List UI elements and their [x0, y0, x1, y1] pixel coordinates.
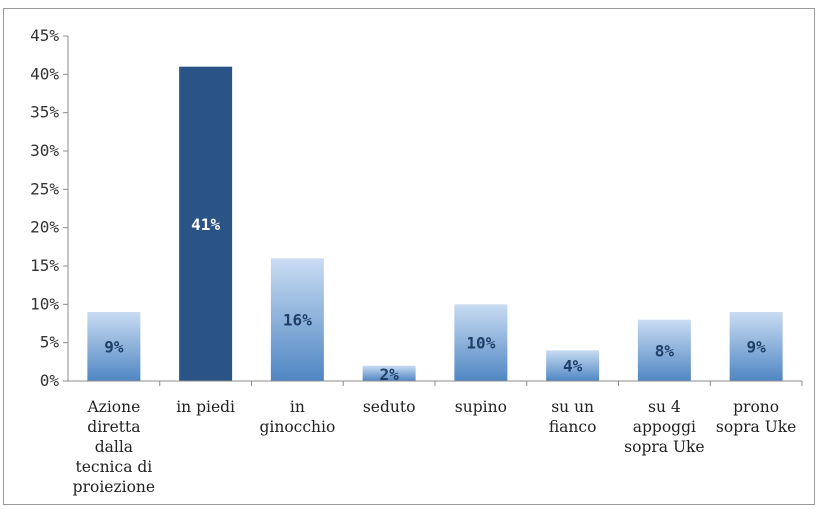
- bar-2: [179, 66, 233, 381]
- x-tick-label-line: in piedi: [176, 398, 235, 416]
- x-tick-label-line: fianco: [549, 418, 597, 436]
- bar-3: [270, 258, 324, 381]
- bar-chart: 0% 5% 10% 15% 20% 25% 30% 35% 40% 45% 9% 41% 16% 2% 1…: [30, 26, 803, 496]
- bar-4: [362, 365, 416, 381]
- bar-1: [87, 312, 141, 381]
- y-tick-label: 45%: [30, 26, 59, 45]
- x-tick-label: su 4 appoggi sopra Uke: [624, 398, 704, 456]
- x-tick-label: in piedi: [176, 398, 235, 416]
- y-tick-label: 5%: [40, 333, 60, 352]
- y-tick-label: 0%: [40, 371, 60, 390]
- x-tick-label-line: dalla: [95, 438, 133, 456]
- x-tick-label-line: in: [290, 398, 305, 416]
- x-tick-label: su un fianco: [549, 398, 597, 436]
- x-tick-label: prono sopra Uke: [716, 398, 796, 436]
- bar-7: [637, 319, 691, 381]
- data-label: 9%: [746, 338, 766, 357]
- bar-6: [546, 350, 600, 381]
- bars: 9% 41% 16% 2% 10% 4% 8% 9%: [87, 66, 783, 384]
- x-tick-label-line: proiezione: [73, 478, 155, 496]
- x-tick-label-line: ginocchio: [259, 418, 335, 436]
- x-tick-label-line: tecnica di: [75, 458, 152, 476]
- y-tick-label: 40%: [30, 64, 59, 83]
- x-tick-label-line: supino: [455, 398, 507, 416]
- x-tick-label-line: Azione: [86, 398, 140, 416]
- y-tick-label: 10%: [30, 294, 59, 313]
- x-tick-label-line: sopra Uke: [716, 418, 796, 436]
- data-label: 10%: [466, 334, 495, 353]
- x-tick-label-line: appoggi: [633, 418, 696, 436]
- x-tick-label: Azione diretta dalla tecnica di proiezione: [73, 398, 155, 496]
- chart-frame: 0% 5% 10% 15% 20% 25% 30% 35% 40% 45% 9% 41% 16% 2% 1…: [3, 8, 815, 505]
- x-tick-label-line: sopra Uke: [624, 438, 704, 456]
- x-tick-label-line: su un: [551, 398, 594, 416]
- x-tick-label-line: su 4: [648, 398, 681, 416]
- data-label: 16%: [283, 311, 312, 330]
- data-label: 8%: [655, 341, 675, 360]
- x-tick-label: in ginocchio: [259, 398, 335, 436]
- y-tick-label: 30%: [30, 141, 59, 160]
- x-tick-label-line: seduto: [363, 398, 416, 416]
- data-label: 4%: [563, 357, 583, 376]
- x-tick-label-line: prono: [733, 398, 779, 416]
- x-tick-label: supino: [455, 398, 507, 416]
- y-tick-label: 20%: [30, 218, 59, 237]
- data-label: 41%: [191, 215, 220, 234]
- y-tick-label: 35%: [30, 103, 59, 122]
- y-tick-label: 15%: [30, 256, 59, 275]
- x-axis: Azione diretta dalla tecnica di proiezione in…: [68, 380, 803, 496]
- data-label: 2%: [379, 365, 399, 384]
- bar-8: [729, 312, 783, 381]
- bar-5: [454, 304, 508, 381]
- y-axis: 0% 5% 10% 15% 20% 25% 30% 35% 40% 45%: [30, 26, 69, 390]
- x-tick-label: seduto: [363, 398, 416, 416]
- x-tick-label-line: diretta: [87, 418, 140, 436]
- data-label: 9%: [104, 338, 124, 357]
- y-tick-label: 25%: [30, 179, 59, 198]
